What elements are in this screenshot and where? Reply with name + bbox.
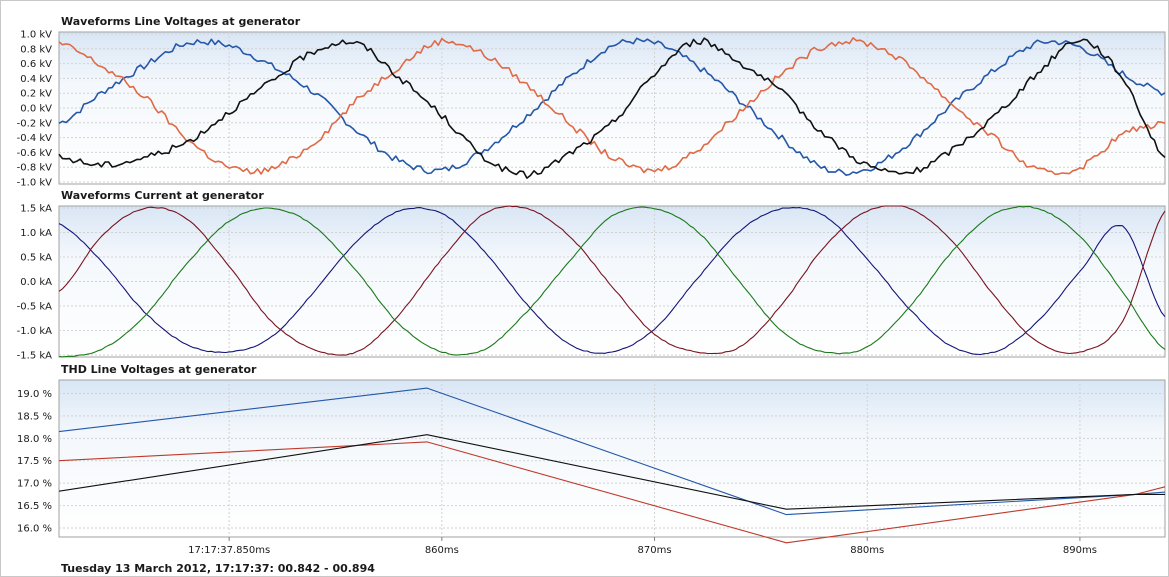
- voltage-y-tick: -0.6 kV: [17, 148, 52, 159]
- x-tick-label: 860ms: [425, 545, 459, 556]
- current-y-tick: 1.0 kA: [20, 228, 52, 239]
- voltage-y-tick: 0.0 kV: [20, 104, 52, 115]
- thd-y-tick: 17.5 %: [17, 456, 52, 467]
- thd-plot-area: [58, 379, 1166, 538]
- x-tick-label: 870ms: [638, 545, 672, 556]
- thd-y-tick: 16.0 %: [17, 524, 52, 535]
- current-y-tick: -0.5 kA: [17, 302, 52, 313]
- voltage-y-tick: -1.0 kV: [17, 178, 52, 189]
- current-y-tick: 0.0 kA: [20, 277, 52, 288]
- voltage-grid: [59, 32, 1165, 184]
- current-y-tick: 1.5 kA: [20, 204, 52, 215]
- voltage-y-tick: -0.4 kV: [17, 133, 52, 144]
- voltage-y-axis: 1.0 kV 0.8 kV 0.6 kV 0.4 kV 0.2 kV 0.0 kV -0.2…: [17, 30, 52, 189]
- x-tick-label: 890ms: [1063, 545, 1097, 556]
- current-panel: 1.5 kA 1.0 kA 0.5 kA 0.0 kA -0.5 kA -1.0 kA -1…: [17, 204, 1166, 362]
- thd-y-tick: 16.5 %: [17, 501, 52, 512]
- current-y-axis: 1.5 kA 1.0 kA 0.5 kA 0.0 kA -0.5 kA -1.0 kA -1…: [17, 204, 52, 362]
- voltage-series-line-1: [58, 37, 1166, 176]
- thd-panel: 19.0 % 18.5 % 18.0 % 17.5 % 17.0 % 16.5 % 16.0…: [17, 379, 1166, 556]
- thd-series: [58, 387, 1166, 544]
- current-y-tick: -1.0 kA: [17, 326, 52, 337]
- current-y-tick: 0.5 kA: [20, 253, 52, 264]
- thd-y-axis: 19.0 % 18.5 % 18.0 % 17.5 % 17.0 % 16.5 % 16.0…: [17, 389, 52, 535]
- voltage-y-tick: -0.2 kV: [17, 118, 52, 129]
- voltage-series-line-2: [58, 37, 1166, 176]
- current-series-line-3: [58, 205, 1166, 358]
- current-series-line-1: [58, 207, 1166, 356]
- current-panel-title: Waveforms Current at generator: [61, 189, 264, 202]
- voltage-panel-title: Waveforms Line Voltages at generator: [61, 15, 301, 28]
- voltage-y-tick: 0.4 kV: [20, 74, 52, 85]
- current-y-tick: -1.5 kA: [17, 351, 52, 362]
- x-tick-label: 17:17:37.850ms: [188, 545, 270, 556]
- voltage-series-line-3: [58, 37, 1166, 179]
- voltage-panel: 1.0 kV 0.8 kV 0.6 kV 0.4 kV 0.2 kV 0.0 kV -0.2…: [17, 30, 1166, 189]
- voltage-y-tick: 1.0 kV: [20, 30, 52, 41]
- voltage-y-tick: -0.8 kV: [17, 163, 52, 174]
- thd-panel-title: THD Line Voltages at generator: [61, 363, 257, 376]
- thd-grid: [59, 380, 1165, 537]
- thd-series-line-1: [58, 387, 1166, 516]
- voltage-y-tick: 0.8 kV: [20, 44, 52, 55]
- voltage-y-tick: 0.2 kV: [20, 89, 52, 100]
- x-tick-label: 880ms: [850, 545, 884, 556]
- current-series-line-2: [58, 205, 1166, 356]
- thd-y-tick: 19.0 %: [17, 389, 52, 400]
- time-range-footer: Tuesday 13 March 2012, 17:17:37: 00.842 …: [61, 562, 375, 575]
- thd-series-line-3: [58, 434, 1165, 510]
- time-x-axis: 17:17:37.850ms 860ms 870ms 880ms 890ms: [188, 537, 1097, 556]
- thd-series-line-2: [58, 441, 1166, 544]
- thd-y-tick: 18.0 %: [17, 434, 52, 445]
- voltage-y-tick: 0.6 kV: [20, 59, 52, 70]
- current-series: [58, 205, 1166, 358]
- thd-y-tick: 17.0 %: [17, 479, 52, 490]
- voltage-series: [58, 37, 1166, 179]
- thd-y-tick: 18.5 %: [17, 411, 52, 422]
